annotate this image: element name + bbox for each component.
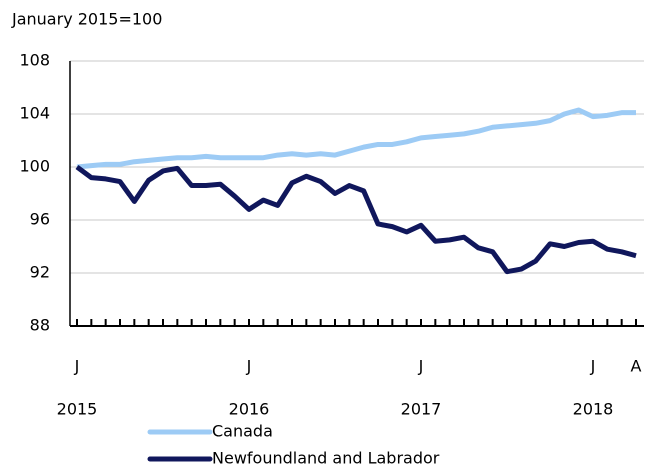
x-tick-label: A <box>631 357 642 376</box>
x-tick-label: J <box>590 357 596 376</box>
y-tick-label: 100 <box>19 157 50 176</box>
x-tick-label: J <box>74 357 80 376</box>
series-line <box>76 107 636 170</box>
y-tick-label: 88 <box>30 316 50 335</box>
legend-label: Canada <box>212 422 273 441</box>
year-label: 2018 <box>573 400 614 419</box>
x-tick-label: J <box>418 357 424 376</box>
year-label: 2017 <box>401 400 442 419</box>
series-line <box>75 164 637 275</box>
y-tick-label: 92 <box>30 263 50 282</box>
legend-label: Newfoundland and Labrador <box>212 449 440 468</box>
y-tick-label: 104 <box>19 104 50 123</box>
x-tick-label: J <box>246 357 252 376</box>
year-label: 2015 <box>57 400 98 419</box>
y-tick-label: 108 <box>19 51 50 70</box>
year-label: 2016 <box>229 400 270 419</box>
y-tick-label: 96 <box>30 210 50 229</box>
axis-subtitle: January 2015=100 <box>11 10 162 29</box>
